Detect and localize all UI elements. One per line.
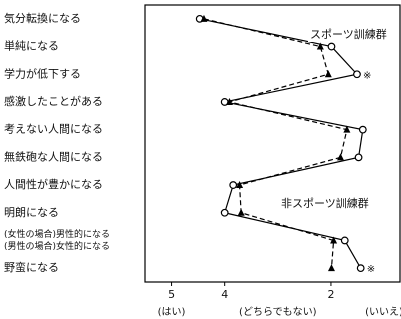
x-tick-label: 4 <box>221 288 228 301</box>
category-label: 考えない人間になる <box>4 123 103 136</box>
marker-triangle <box>316 42 324 50</box>
x-note-label: (いいえ) <box>365 306 401 318</box>
marker-circle <box>358 125 367 134</box>
series-line <box>199 18 364 269</box>
legend-bg <box>308 28 396 42</box>
note: ※ <box>367 264 375 275</box>
marker-triangle <box>343 125 351 133</box>
category-label: 人間性が豊かになる <box>4 177 103 191</box>
x-note-label: (どちらでもない) <box>239 306 317 318</box>
category-label: 野蛮になる <box>4 260 59 274</box>
legend-bg <box>279 197 367 211</box>
marker-triangle <box>236 181 244 189</box>
marker-triangle <box>225 97 233 105</box>
marker-circle <box>229 181 238 189</box>
marker-triangle <box>327 264 335 272</box>
marker-circle <box>327 42 336 51</box>
category-label: (女性の場合)男性的になる <box>4 228 110 240</box>
marker-circle <box>220 208 229 217</box>
x-tick-label: 2 <box>327 288 334 301</box>
marker-triangle <box>200 14 208 22</box>
category-label: 無鉄砲な人間になる <box>4 149 103 163</box>
category-label: 単純になる <box>4 39 59 53</box>
series-label: スポーツ訓練群 <box>310 27 387 41</box>
category-label: 気分転換になる <box>4 11 81 25</box>
marker-triangle <box>237 208 245 216</box>
marker-triangle <box>337 153 344 161</box>
plot-frame <box>144 4 401 283</box>
category-label: 学力が低下する <box>4 66 81 80</box>
marker-triangle <box>330 236 338 244</box>
series-line <box>203 18 348 269</box>
marker-triangle <box>324 70 332 78</box>
note: ※ <box>363 70 371 81</box>
category-label: 感激したことがある <box>4 94 103 108</box>
marker-circle <box>353 70 361 79</box>
x-tick-label: 5 <box>168 288 175 301</box>
marker-circle <box>340 236 349 245</box>
category-label: (男性の場合)女性的になる <box>4 240 110 252</box>
category-label: 明朗になる <box>4 206 59 219</box>
x-note-label: (はい) <box>158 306 186 318</box>
marker-circle <box>356 264 365 273</box>
series-label: 非スポーツ訓練群 <box>281 196 369 210</box>
marker-circle <box>354 153 363 162</box>
